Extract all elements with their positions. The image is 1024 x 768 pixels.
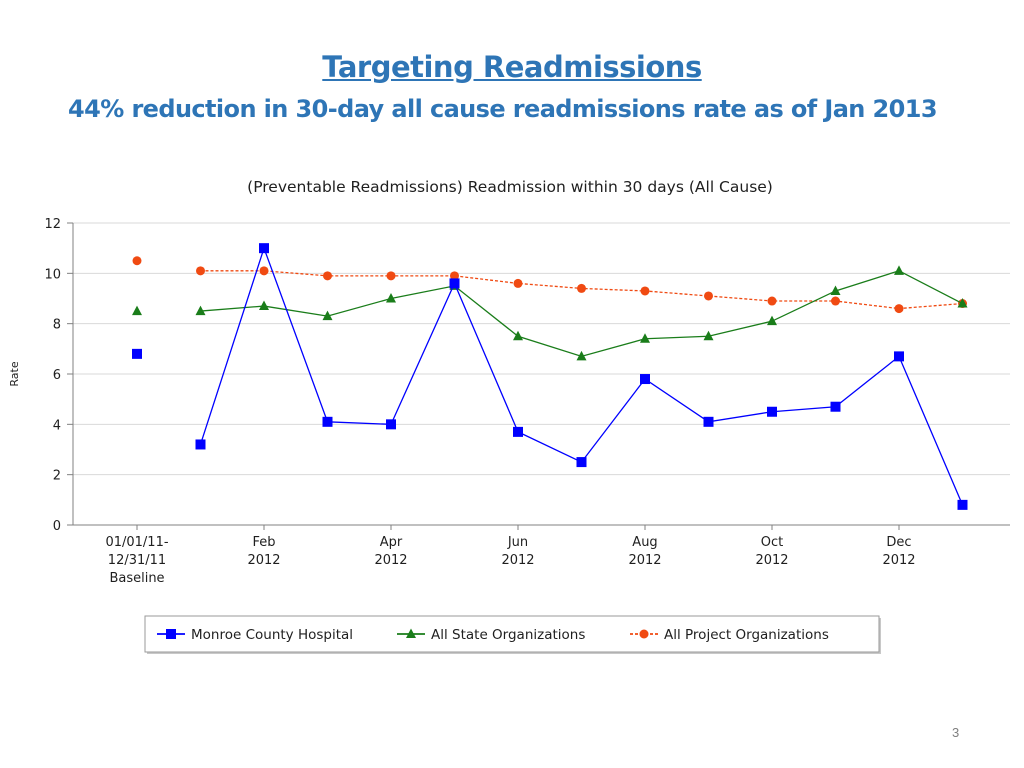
all-project-organizations-point [767,296,777,306]
legend-marker [166,629,176,639]
monroe-county-hospital-point [195,439,206,450]
axis-layer: 0 2 4 6 8 10 12 01/01/11- 12/31/11 Baseline Feb 201… [44,217,1010,586]
monroe-county-hospital-point [957,499,968,510]
slide-number: 3 [952,725,960,740]
all-project-organizations-point [577,283,586,293]
legend-marker [639,629,649,639]
all-project-organizations-point [132,256,142,266]
monroe-county-hospital-point [894,351,904,362]
all-state-organizations-point [894,265,904,275]
x-tick-label: 2012 [755,553,788,568]
monroe-county-hospital-point [703,416,714,427]
legend-marker [406,628,416,638]
x-tick-label: Jun [507,535,528,550]
all-state-organizations-point [957,298,968,308]
y-tick-label: 4 [53,418,61,433]
monroe-county-hospital-point [322,416,333,427]
chart-title: (Preventable Readmissions) Readmission w… [247,178,773,196]
legend-box [144,615,880,653]
legend: Monroe County Hospital All State Organiza… [144,615,881,654]
y-tick-label: 10 [44,267,61,282]
all-state-organizations-point [640,333,650,343]
monroe-county-hospital-point [576,457,587,468]
monroe-county-hospital-point [830,401,841,412]
x-tick-label: 2012 [882,553,915,568]
all-project-organizations-point [196,266,205,276]
y-tick-label: 2 [53,469,61,484]
all-project-organizations-point [513,278,523,288]
x-tick-label: 12/31/11 [108,553,166,568]
monroe-county-hospital-point [513,426,523,437]
all-state-organizations-point [195,305,206,316]
all-project-organizations-point [704,291,713,301]
slide-subtitle: 44% reduction in 30-day all cause readmi… [68,95,937,123]
all-project-organizations-point [323,271,332,281]
series-layer [132,243,968,510]
all-state-organizations-point [259,300,269,311]
monroe-county-hospital-point [767,406,777,417]
x-tick-label: 2012 [501,553,534,568]
x-tick-label: Oct [761,535,783,550]
monroe-county-hospital-point [449,278,460,289]
y-tick-label: 12 [44,217,61,232]
x-tick-label: Baseline [109,571,164,586]
all-state-organizations-point [767,315,777,326]
all-project-organizations-point [831,296,840,306]
all-state-organizations-point [703,330,714,341]
monroe-county-hospital-point [386,419,396,430]
x-tick-label: 2012 [247,553,280,568]
x-tick-label: Aug [632,535,657,550]
x-tick-label: Feb [252,535,275,550]
y-tick-label: 0 [53,519,61,534]
x-tick-label: 01/01/11- [105,535,168,550]
all-state-organizations-point [132,305,142,316]
grid-layer [73,222,1010,476]
all-project-organizations-point [386,271,396,281]
slide-title: Targeting Readmissions [322,50,702,84]
all-state-organizations-point [576,350,587,361]
all-project-organizations-point [894,304,904,314]
monroe-county-hospital-point [640,374,650,385]
monroe-county-hospital-point [132,348,142,359]
all-state-organizations-point [386,293,396,303]
all-state-organizations-point [322,310,333,321]
monroe-county-hospital-point [259,243,269,254]
all-project-organizations-point [640,286,650,296]
x-tick-label: Apr [380,535,403,550]
x-tick-label: Dec [886,535,911,550]
legend-label: Monroe County Hospital [191,627,353,643]
all-state-organizations-point [830,285,841,295]
y-axis-label: Rate [8,361,21,386]
legend-label: All Project Organizations [664,627,829,643]
legend-label: All State Organizations [431,627,585,643]
all-state-organizations-point [513,330,523,341]
all-state-organizations-line [200,270,963,358]
all-project-organizations-point [259,266,269,276]
all-project-organizations-point [450,271,459,281]
x-tick-label: 2012 [374,553,407,568]
y-tick-label: 8 [53,318,61,333]
x-tick-label: 2012 [628,553,661,568]
y-tick-label: 6 [53,368,61,383]
